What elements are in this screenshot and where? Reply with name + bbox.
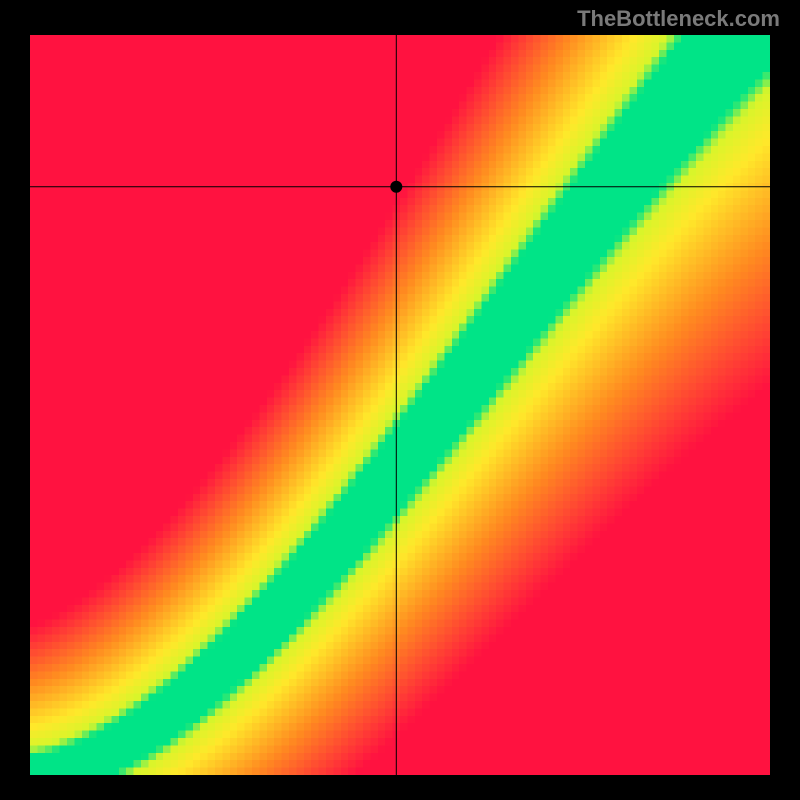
chart-container: TheBottleneck.com xyxy=(0,0,800,800)
bottleneck-heatmap xyxy=(30,35,770,775)
watermark-text: TheBottleneck.com xyxy=(577,6,780,32)
